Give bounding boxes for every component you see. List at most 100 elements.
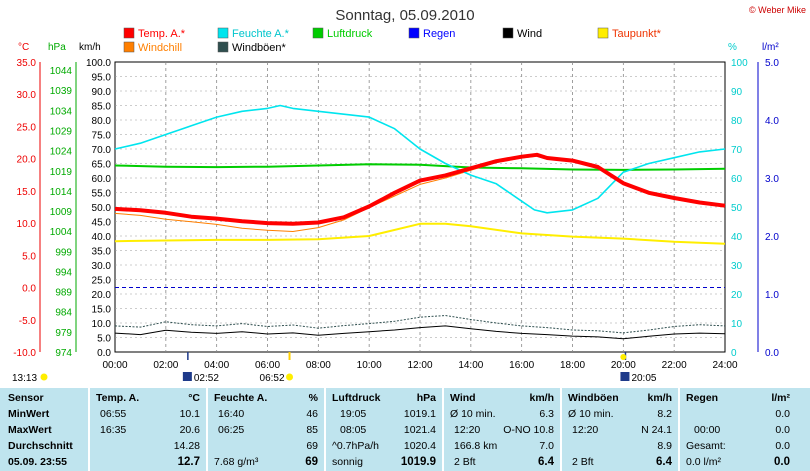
legend-label: Taupunkt* [612,28,662,40]
time-tick-label: 04:00 [204,360,229,371]
time-tick-label: 22:00 [662,360,687,371]
rain-value-2: 0.0 [775,424,790,436]
humidity-tick-label: 50 [731,203,743,214]
kmh-tick-label: 85.0 [92,102,112,113]
kmh-tick-label: 10.0 [92,319,112,330]
rain-tick-label: 3.0 [765,174,779,185]
chart-title: Sonntag, 05.09.2010 [335,7,474,24]
kmh-tick-label: 65.0 [92,160,112,171]
rain-value-1: 0.0 [775,408,790,420]
time-tick-label: 10:00 [357,360,382,371]
humidity-tick-label: 40 [731,232,743,243]
temp-tick-label: -5.0 [19,316,37,327]
humidity-absolute: 7.68 g/m³ [214,456,259,468]
humidity-tick-label: 70 [731,145,743,156]
rain-total: 0.0 [775,440,790,452]
wind-header: Wind [450,392,476,404]
wind-avg-label: Ø 10 min. [450,408,496,420]
gust-max: N 24.1 [641,424,672,436]
pressure-max: 1021.4 [403,424,436,436]
time-tick-label: 16:00 [509,360,534,371]
moonrise-marker-label: 02:52 [194,373,219,384]
kmh-tick-label: 55.0 [92,189,112,200]
legend-swatch [123,27,135,39]
kmh-tick-label: 45.0 [92,218,112,229]
rain-total-label: Gesamt: [686,440,726,452]
stats-table: Sensor MinWert MaxWert Durchschnitt 05.0… [0,388,810,471]
series-line [114,222,726,245]
temp-tick-label: 10.0 [17,219,37,230]
time-tick-label: 08:00 [306,360,331,371]
humidity-tick-label: 100 [731,58,748,69]
legend-swatch [408,27,420,39]
kmh-tick-label: 75.0 [92,131,112,142]
pressure-min: 1019.1 [403,408,436,420]
humidity-tick-label: 20 [731,290,743,301]
kmh-tick-label: 30.0 [92,261,112,272]
kmh-tick-label: 40.0 [92,232,112,243]
pressure-tick-label: 974 [55,348,72,359]
pressure-tick-label: 1014 [50,187,73,198]
temp-tick-label: 0.0 [22,284,36,295]
humidity-tick-label: 90 [731,87,743,98]
humidity-header: Feuchte A. [214,392,268,404]
kmh-tick-label: 25.0 [92,276,112,287]
gust-avg10: 8.2 [657,408,672,420]
humidity-min: 46 [306,408,318,420]
kmh-tick-label: 100.0 [86,58,111,69]
legend-label: Temp. A.* [138,28,186,40]
rain-tick-label: 2.0 [765,232,779,243]
humidity-tick-label: 80 [731,116,743,127]
temp-tick-label: 35.0 [17,58,37,69]
gust-column: Windböen km/h Ø 10 min. 8.2 12:20 N 24.1… [560,388,678,471]
wind-current: 6.4 [538,456,554,468]
pressure-tick-label: 979 [55,328,72,339]
time-tick-label: 00:00 [102,360,127,371]
humidity-tick-label: 60 [731,174,743,185]
wind-max: O-NO 10.8 [503,424,554,436]
pressure-avg: 1020.4 [403,440,436,452]
pressure-column: Luftdruck hPa 19:05 1019.1 08:05 1021.4 … [324,388,442,471]
wind-unit: km/h [529,392,554,404]
humidity-min-time: 16:40 [218,408,245,420]
time-tick-label: 24:00 [712,360,737,371]
humidity-tick-label: 10 [731,319,743,330]
sunset-icon [620,354,627,360]
pressure-forecast: sonnig [332,456,363,468]
pressure-trend: ^0.7hPa/h [332,440,379,452]
legend-label: Windchill [138,42,182,54]
rain-max-time: 00:00 [694,424,721,436]
gust-max-time: 12:20 [572,424,599,436]
pressure-tick-label: 1024 [50,147,73,158]
pressure-tick-label: 999 [55,247,72,258]
humidity-avg: 69 [306,440,318,452]
humidity-unit: % [308,392,318,404]
temp-min: 10.1 [179,408,200,420]
humidity-unit-label: % [728,42,737,53]
rain-current: 0.0 [774,456,790,468]
humidity-max-time: 06:25 [218,424,245,436]
kmh-tick-label: 15.0 [92,305,112,316]
series-line [114,163,726,171]
temp-tick-label: 5.0 [22,251,36,262]
rain-header: Regen [686,392,719,404]
sunrise-icon [286,373,294,381]
temp-current: 12.7 [177,456,200,468]
row-label-max: MaxWert [8,424,52,436]
rain-tick-label: 1.0 [765,290,779,301]
series-line [114,104,726,214]
row-label-column: Sensor MinWert MaxWert Durchschnitt 05.0… [0,388,88,471]
wind-avg: 7.0 [539,440,554,452]
wind-avg10: 6.3 [539,408,554,420]
temp-avg: 14.28 [173,440,200,452]
humidity-max: 85 [306,424,318,436]
wind-distance: 166.8 km [454,440,498,452]
kmh-tick-label: 90.0 [92,87,112,98]
pressure-tick-label: 989 [55,288,72,299]
wind-column: Wind km/h Ø 10 min. 6.3 12:20 O-NO 10.8 … [442,388,560,471]
rain-column: Regen l/m² 0.0 00:00 0.0 Gesamt: 0.0 0.0… [678,388,796,471]
time-tick-label: 06:00 [255,360,280,371]
temp-min-time: 06:55 [100,408,127,420]
kmh-unit-label: km/h [79,42,101,53]
pressure-header: Luftdruck [332,392,381,404]
